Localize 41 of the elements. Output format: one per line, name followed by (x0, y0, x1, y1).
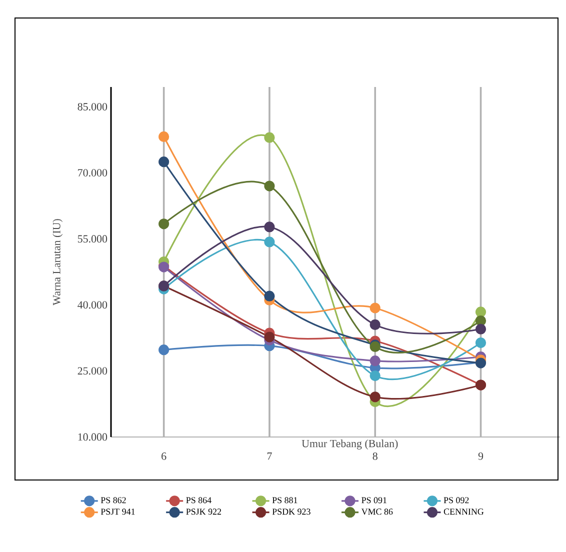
point (264, 290, 275, 302)
x-tick-label: 6 (162, 452, 166, 460)
point (158, 218, 170, 230)
point (264, 180, 275, 192)
legend-label: PS 864 (186, 497, 212, 504)
legend-label: VMC 86 (361, 508, 393, 515)
legend-label: PS 881 (272, 497, 298, 504)
point (158, 131, 170, 142)
point (264, 236, 275, 248)
legend-label: PSJK 922 (186, 508, 222, 515)
y-tick-label: 40.000 (78, 301, 108, 309)
point (370, 319, 380, 330)
legend-label: PSJT 941 (100, 508, 135, 515)
point (264, 222, 275, 232)
x-axis-title: Umur Tebang (Bulan) (302, 440, 398, 450)
legend-label: PS 862 (100, 497, 126, 504)
y-axis-title: Warna Larutan (IU) (52, 219, 63, 306)
x-tick-label: 9 (478, 452, 484, 460)
point (475, 337, 486, 348)
point (370, 370, 380, 382)
point (158, 156, 170, 168)
y-tick-label: 55.000 (78, 235, 108, 243)
legend-label: PSDK 923 (272, 508, 310, 515)
point (475, 315, 486, 326)
point (370, 356, 380, 366)
x-tick-label: 8 (372, 452, 378, 460)
legend-label: CENNING (444, 508, 484, 515)
y-tick-label: 25.000 (78, 367, 108, 375)
y-tick-label: 10.000 (78, 433, 108, 441)
x-tick-label: 7 (267, 452, 272, 460)
y-tick-label: 85.000 (78, 103, 108, 111)
y-tick-label: 70.000 (78, 169, 108, 177)
point (264, 132, 275, 143)
legend-label: PS 092 (444, 497, 469, 504)
legend-label: PS 091 (362, 497, 386, 504)
point (475, 306, 486, 318)
point (264, 332, 275, 342)
point (158, 344, 170, 356)
point (370, 302, 380, 314)
point (475, 324, 486, 334)
point (370, 392, 380, 402)
